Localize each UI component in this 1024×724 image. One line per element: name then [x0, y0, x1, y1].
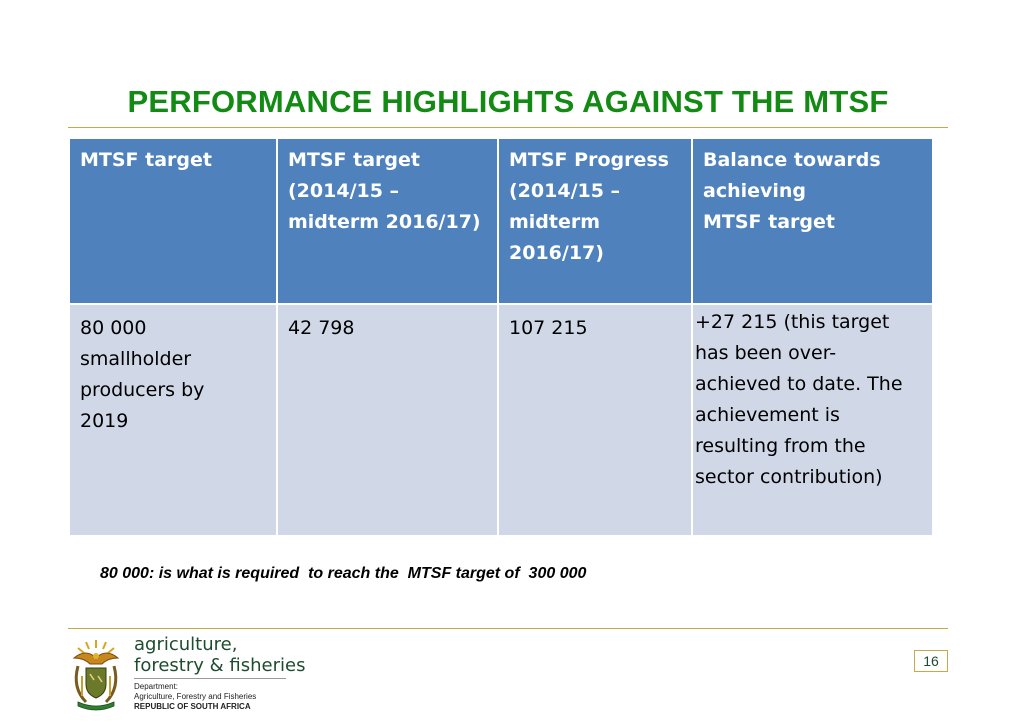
- cell-mtsf-target-period: 42 798: [276, 303, 499, 537]
- table-row: 80 000 smallholder producers by 2019 42 …: [68, 303, 934, 537]
- department-brand-name: agriculture, forestry & fisheries: [134, 634, 305, 676]
- cell-balance: +27 215 (this target has been over- achi…: [691, 303, 934, 537]
- performance-table: MTSF target MTSF target (2014/15 – midte…: [68, 137, 934, 537]
- slide-title: PERFORMANCE HIGHLIGHTS AGAINST THE MTSF: [127, 84, 889, 119]
- page-number: 16: [914, 650, 948, 672]
- department-details: Department: Agriculture, Forestry and Fi…: [134, 682, 256, 712]
- table-header-row: MTSF target MTSF target (2014/15 – midte…: [68, 137, 934, 305]
- brand-line-1: agriculture,: [134, 634, 238, 655]
- footer-divider: [68, 628, 948, 629]
- header-mtsf-target-period: MTSF target (2014/15 – midterm 2016/17): [276, 137, 499, 305]
- header-balance: Balance towards achieving MTSF target: [691, 137, 934, 305]
- dept-label: Department:: [134, 682, 179, 691]
- header-mtsf-progress: MTSF Progress (2014/15 – midterm 2016/17…: [497, 137, 693, 305]
- footnote: 80 000: is what is required to reach the…: [100, 565, 587, 582]
- country-name: REPUBLIC OF SOUTH AFRICA: [134, 702, 251, 711]
- title-divider: [68, 127, 948, 128]
- brand-divider: [134, 678, 286, 679]
- dept-name: Agriculture, Forestry and Fisheries: [134, 692, 257, 701]
- header-mtsf-target: MTSF target: [68, 137, 278, 305]
- cell-mtsf-progress: 107 215: [497, 303, 693, 537]
- cell-mtsf-target: 80 000 smallholder producers by 2019: [68, 303, 278, 537]
- coat-of-arms-icon: [68, 636, 124, 714]
- brand-line-2: forestry & fisheries: [134, 655, 306, 676]
